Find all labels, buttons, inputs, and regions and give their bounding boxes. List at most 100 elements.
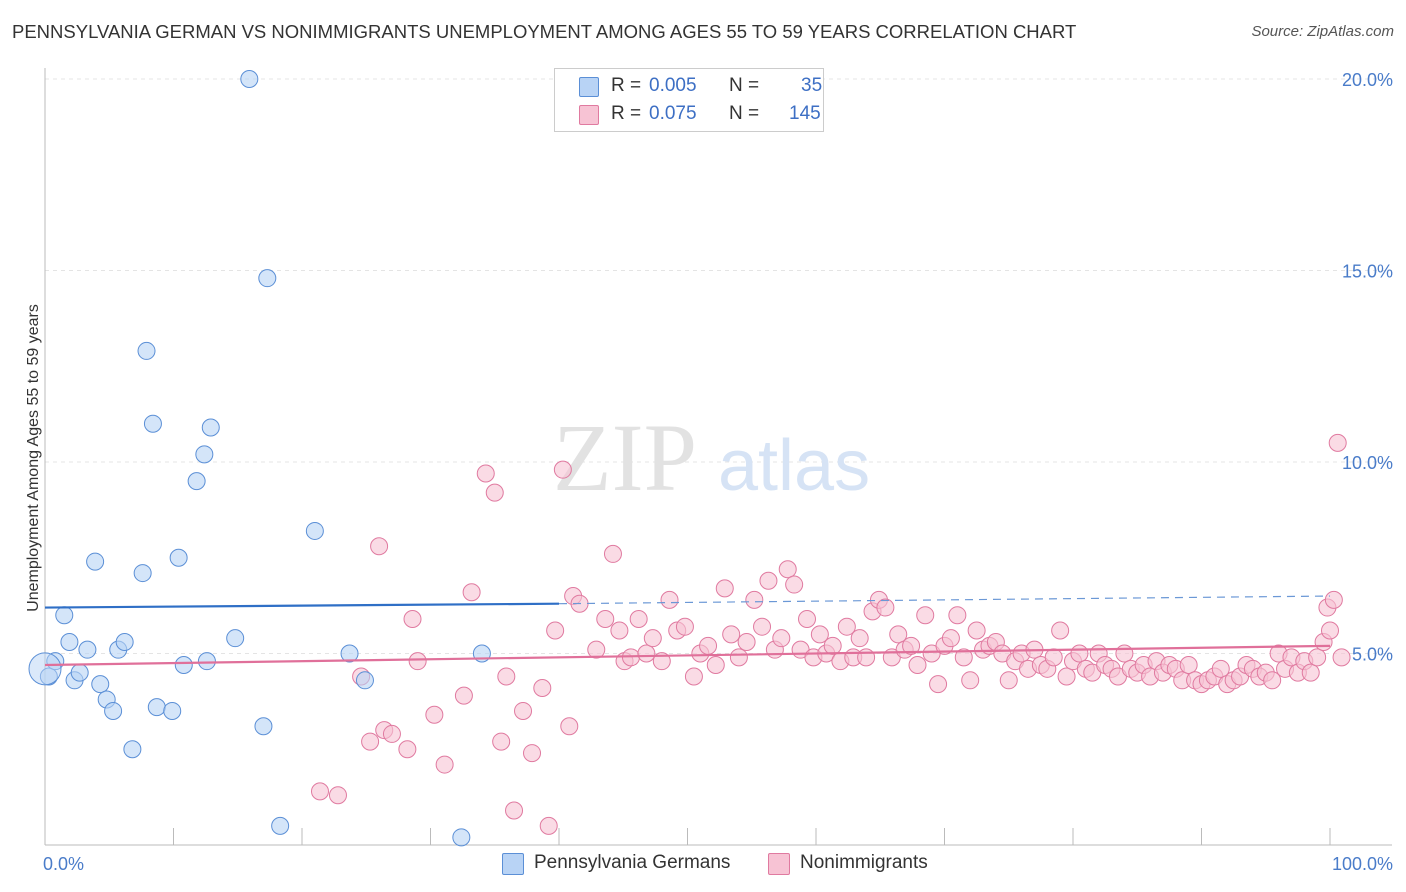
- pennsylvania-germans-point: [226, 629, 245, 648]
- nonimmigrants-point: [745, 590, 764, 609]
- nonimmigrants-point: [587, 640, 606, 659]
- trend-line-pennsylvania-germans-extension: [558, 595, 1331, 605]
- pennsylvania-germans-point: [258, 269, 277, 288]
- nonimmigrants-point: [328, 786, 347, 805]
- pennsylvania-germans-point: [452, 828, 471, 847]
- nonimmigrants-point: [722, 625, 741, 644]
- correlation-legend: R = 0.005 N = 35 R = 0.075 N = 145: [554, 68, 824, 132]
- bottom-legend-swatch-pink: [768, 853, 790, 875]
- nonimmigrants-point: [425, 705, 444, 724]
- nonimmigrants-point: [759, 571, 778, 590]
- nonimmigrants-point: [1057, 667, 1076, 686]
- nonimmigrants-point: [1308, 648, 1327, 667]
- y-tick-label: 10.0%: [1342, 453, 1393, 473]
- nonimmigrants-point: [1051, 621, 1070, 640]
- pennsylvania-germans-point: [305, 521, 324, 540]
- pennsylvania-germans-point: [355, 671, 374, 690]
- nonimmigrants-point: [485, 483, 504, 502]
- pennsylvania-germans-point: [163, 701, 182, 720]
- nonimmigrants-point: [497, 667, 516, 686]
- grid-lines: [45, 78, 1392, 654]
- nonimmigrants-point: [523, 744, 542, 763]
- pennsylvania-germans-point: [137, 341, 156, 360]
- nonimmigrants-point: [435, 755, 454, 774]
- nonimmigrants-point: [737, 633, 756, 652]
- pennsylvania-germans-point: [340, 644, 359, 663]
- nonimmigrants-point: [699, 636, 718, 655]
- watermark: ZIP atlas: [553, 404, 870, 511]
- axes: [44, 68, 1392, 846]
- nonimmigrants-point: [546, 621, 565, 640]
- bottom-legend-label: Nonimmigrants: [800, 852, 928, 873]
- nonimmigrants-point: [715, 579, 734, 598]
- pennsylvania-germans-point: [240, 70, 259, 88]
- nonimmigrants-point: [1044, 648, 1063, 667]
- legend-n-label: N =: [729, 103, 760, 124]
- nonimmigrants-point: [1211, 659, 1230, 678]
- nonimmigrants-point: [1324, 590, 1343, 609]
- trend-line-pennsylvania-germans: [44, 602, 560, 609]
- nonimmigrants-point: [857, 648, 876, 667]
- nonimmigrants-point: [967, 621, 986, 640]
- nonimmigrants-point: [1321, 621, 1339, 640]
- nonimmigrants-point: [1328, 433, 1347, 452]
- nonimmigrants-point: [533, 678, 552, 697]
- bottom-legend-label: Pennsylvania Germans: [534, 852, 731, 873]
- trend-lines: [44, 595, 1331, 667]
- pennsylvania-germans-point: [187, 472, 206, 491]
- source-label: Source: ZipAtlas.com: [1251, 23, 1394, 40]
- nonimmigrants-point: [999, 671, 1018, 690]
- nonimmigrants-point: [596, 610, 615, 629]
- nonimmigrants-point: [778, 560, 797, 579]
- nonimmigrants-point: [876, 598, 895, 617]
- pennsylvania-germans-point: [70, 663, 89, 682]
- pennsylvania-germans-point: [91, 675, 110, 694]
- legend-swatch-pink: [579, 105, 599, 125]
- nonimmigrants-point: [454, 686, 473, 705]
- series-nonimmigrants: [310, 433, 1351, 835]
- pennsylvania-germans-point: [55, 606, 74, 625]
- nonimmigrants-point: [954, 648, 973, 667]
- nonimmigrants-point: [408, 652, 427, 671]
- pennsylvania-germans-point: [254, 717, 273, 736]
- pennsylvania-germans-point: [60, 633, 79, 652]
- nonimmigrants-point: [706, 655, 725, 674]
- nonimmigrants-point: [961, 671, 980, 690]
- nonimmigrants-point: [810, 625, 829, 644]
- pennsylvania-germans-point: [86, 552, 105, 571]
- nonimmigrants-point: [361, 732, 380, 751]
- nonimmigrants-point: [684, 667, 703, 686]
- nonimmigrants-point: [1179, 655, 1198, 674]
- nonimmigrants-point: [929, 675, 948, 694]
- x-tick-label: 100.0%: [1332, 854, 1393, 874]
- pennsylvania-germans-point: [143, 414, 162, 433]
- pennsylvania-germans-point: [271, 816, 290, 835]
- nonimmigrants-point: [476, 464, 495, 483]
- nonimmigrants-point: [310, 782, 329, 801]
- y-tick-label: 20.0%: [1342, 70, 1393, 90]
- nonimmigrants-point: [1263, 671, 1282, 690]
- nonimmigrants-point: [462, 583, 481, 602]
- bottom-legend-swatch-blue: [502, 853, 524, 875]
- nonimmigrants-point: [823, 636, 842, 655]
- pennsylvania-germans-point-large: [28, 652, 62, 686]
- legend-n-value: 145: [789, 103, 821, 124]
- nonimmigrants-point: [560, 717, 579, 736]
- nonimmigrants-point: [902, 636, 921, 655]
- nonimmigrants-point: [753, 617, 772, 636]
- nonimmigrants-point: [729, 648, 748, 667]
- nonimmigrants-point: [370, 537, 389, 556]
- nonimmigrants-point: [505, 801, 524, 820]
- legend-r-value: 0.005: [649, 75, 697, 96]
- y-axis-label: Unemployment Among Ages 55 to 59 years: [25, 304, 42, 612]
- nonimmigrants-point: [610, 621, 629, 640]
- nonimmigrants-point: [772, 629, 791, 648]
- tick-labels: 5.0% 10.0% 15.0% 20.0% 0.0% 100.0%: [43, 70, 1393, 874]
- legend-r-label: R =: [611, 103, 642, 124]
- pennsylvania-germans-point: [133, 564, 152, 583]
- nonimmigrants-point: [514, 701, 533, 720]
- nonimmigrants-point: [1070, 644, 1089, 663]
- watermark-zip: ZIP: [553, 404, 697, 511]
- pennsylvania-germans-point: [201, 418, 220, 437]
